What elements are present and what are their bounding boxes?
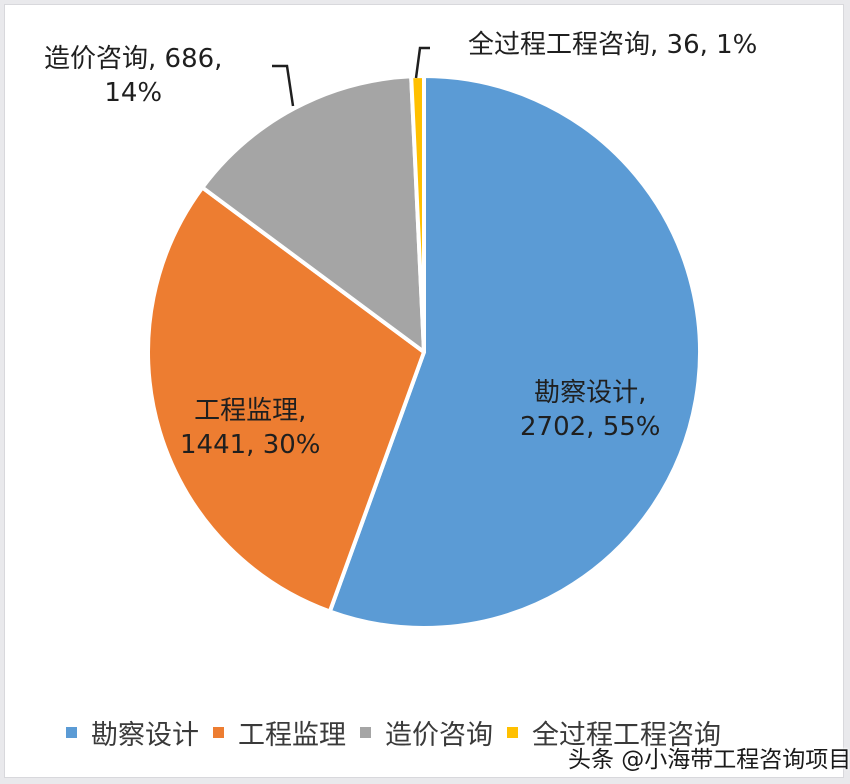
legend-label: 造价咨询 bbox=[385, 720, 493, 751]
pie-slice-whole-process[interactable] bbox=[409, 74, 426, 354]
data-label-cost-consulting: 造价咨询, 686, 14% bbox=[44, 44, 223, 108]
legend-label: 工程监理 bbox=[238, 720, 346, 751]
legend-item-cost-consulting[interactable]: 造价咨询 bbox=[360, 713, 493, 752]
pie-slice-survey-design[interactable] bbox=[327, 74, 702, 630]
legend-swatch bbox=[213, 727, 224, 738]
leader-line-cost-consulting bbox=[272, 64, 295, 107]
legend-swatch bbox=[507, 727, 518, 738]
legend-label: 全过程工程咨询 bbox=[532, 720, 721, 751]
watermark: 头条 @小海带工程咨询项目 bbox=[568, 747, 850, 773]
pie-slice-cost-consulting[interactable] bbox=[200, 74, 426, 354]
legend-item-whole-process[interactable]: 全过程工程咨询 bbox=[507, 713, 721, 752]
data-label-survey-design: 勘察设计, 2702, 55% bbox=[520, 378, 661, 442]
legend: 勘察设计 工程监理 造价咨询 全过程工程咨询 bbox=[66, 713, 735, 752]
leader-line-whole-process bbox=[414, 46, 430, 79]
legend-label: 勘察设计 bbox=[91, 720, 199, 751]
legend-swatch bbox=[66, 727, 77, 738]
legend-item-supervision[interactable]: 工程监理 bbox=[213, 713, 346, 752]
legend-item-survey-design[interactable]: 勘察设计 bbox=[66, 713, 199, 752]
pie-slice-supervision[interactable] bbox=[146, 185, 426, 614]
legend-swatch bbox=[360, 727, 371, 738]
data-label-supervision: 工程监理, 1441, 30% bbox=[180, 396, 321, 460]
data-label-whole-process: 全过程工程咨询, 36, 1% bbox=[468, 30, 758, 60]
